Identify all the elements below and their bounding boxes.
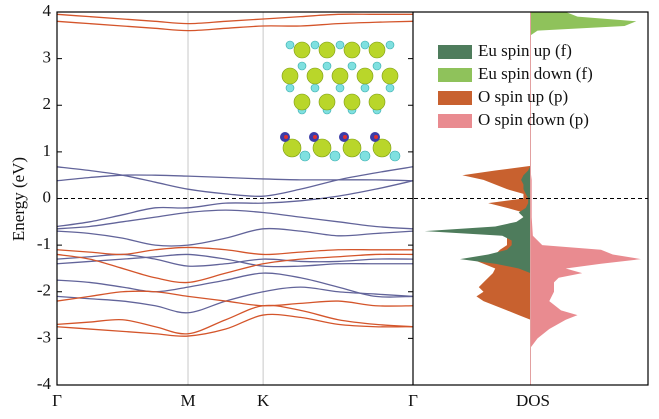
legend-swatch	[438, 45, 472, 59]
surface-o-atoms	[284, 135, 378, 139]
y-tick-label: -4	[37, 374, 52, 393]
band-line	[56, 227, 414, 247]
eu-atoms	[281, 41, 399, 158]
band-line	[56, 253, 413, 268]
y-axis-label: Energy (eV)	[9, 157, 28, 241]
band-line	[56, 313, 414, 337]
x-tick-label: M	[180, 391, 195, 410]
legend-label: Eu spin up (f)	[478, 41, 572, 60]
x-tick-label: K	[257, 391, 270, 410]
y-tick-label: -2	[37, 281, 51, 300]
legend-label: O spin down (p)	[478, 110, 589, 129]
band-line	[56, 209, 414, 230]
legend-swatch	[438, 114, 472, 128]
band-line	[56, 166, 414, 197]
y-tick-label: -3	[37, 327, 51, 346]
y-tick-label: 0	[43, 187, 52, 206]
y-tick-label: 1	[43, 141, 52, 160]
legend-label: O spin up (p)	[478, 87, 568, 106]
dos-area	[530, 170, 641, 348]
y-tick-label: 3	[43, 48, 52, 67]
structure-inset	[278, 36, 401, 162]
band-line	[56, 286, 414, 314]
band-line	[56, 290, 414, 307]
dos-area	[530, 12, 637, 36]
y-tick-label: 4	[43, 1, 52, 20]
legend-swatch	[438, 91, 472, 105]
band-line	[56, 13, 413, 25]
y-tick-label: -1	[37, 234, 51, 253]
legend-label: Eu spin down (f)	[478, 64, 593, 83]
y-tick-label: 2	[43, 94, 52, 113]
band-line	[56, 180, 414, 228]
dos-area	[424, 161, 531, 274]
legend-swatch	[438, 68, 472, 82]
plot-layers	[56, 12, 648, 385]
band-line	[56, 253, 414, 284]
band-line	[56, 246, 413, 256]
band-line	[56, 272, 414, 298]
x-tick-label: Γ	[52, 391, 62, 410]
band-line	[56, 174, 414, 182]
dos-area	[462, 165, 531, 320]
x-axis-label: DOS	[516, 391, 550, 410]
x-tick-label: Γ	[408, 391, 418, 410]
band-line	[56, 20, 414, 32]
band-line	[56, 304, 414, 335]
legend: Eu spin up (f) Eu spin down (f) O spin up …	[438, 41, 593, 129]
